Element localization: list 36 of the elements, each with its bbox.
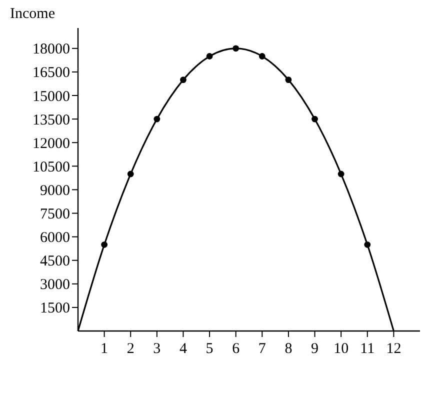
point [180, 76, 186, 84]
point [285, 76, 292, 84]
point [364, 241, 371, 248]
y-tick-label: 12000 [32, 136, 70, 152]
x-tick-label: 1 [100, 341, 108, 357]
point [232, 45, 240, 52]
x-tick-label: 8 [284, 341, 292, 357]
x-tick-label: 10 [334, 341, 349, 357]
y-tick-label: 9000 [40, 182, 70, 199]
y-tick-label: 16500 [32, 65, 70, 82]
y-tick-label: 10500 [32, 159, 70, 176]
point [312, 116, 318, 122]
x-tick-label: 7 [258, 341, 266, 357]
y-axis-title: Income [10, 6, 56, 22]
x-tick-label: 6 [232, 341, 240, 357]
point [258, 53, 266, 60]
x-tick-label: 12 [386, 341, 402, 357]
y-tick-label: 3000 [40, 277, 70, 294]
x-tick-label: 4 [179, 341, 188, 357]
y-tick-label: 6000 [40, 230, 70, 246]
point [127, 170, 134, 178]
x-tick-label: 5 [206, 341, 214, 357]
point [338, 170, 344, 178]
y-tick-label: 15000 [32, 88, 70, 105]
point [101, 241, 108, 248]
y-tick-label: 13500 [32, 112, 70, 128]
point [206, 53, 213, 60]
y-tick-label: 4500 [40, 254, 70, 270]
x-tick-label: 11 [360, 341, 375, 357]
point [154, 116, 160, 122]
x-tick-label: 2 [126, 341, 134, 357]
y-tick-label: 1500 [40, 300, 70, 317]
y-tick-label: 18000 [32, 42, 70, 58]
y-tick-label: 7500 [40, 206, 70, 223]
x-tick-label: 3 [153, 341, 161, 357]
x-tick-label: 9 [311, 341, 319, 357]
